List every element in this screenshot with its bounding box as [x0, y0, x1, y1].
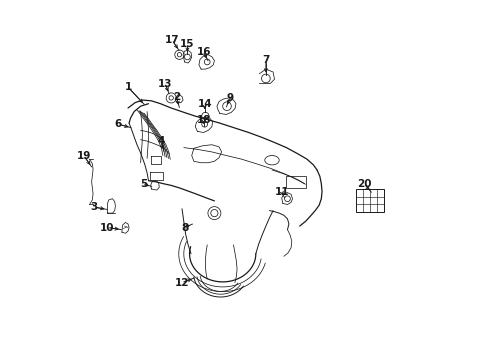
Text: 13: 13 — [158, 78, 172, 89]
Text: 2: 2 — [173, 92, 180, 102]
Text: 18: 18 — [196, 114, 211, 125]
Text: 20: 20 — [357, 179, 372, 189]
Text: 7: 7 — [262, 55, 270, 66]
Text: 6: 6 — [115, 119, 122, 129]
Text: 4: 4 — [158, 136, 165, 146]
Text: 19: 19 — [76, 150, 91, 161]
Text: 8: 8 — [181, 222, 188, 233]
Text: 10: 10 — [100, 222, 115, 233]
Text: 9: 9 — [226, 93, 233, 103]
Text: 3: 3 — [90, 202, 98, 212]
Text: 12: 12 — [175, 278, 189, 288]
Text: 11: 11 — [274, 186, 289, 197]
Text: 15: 15 — [180, 39, 195, 49]
Text: 14: 14 — [197, 99, 212, 109]
Text: 16: 16 — [196, 47, 211, 57]
Text: 5: 5 — [140, 179, 147, 189]
Text: 1: 1 — [124, 82, 132, 92]
Text: 17: 17 — [165, 35, 180, 45]
